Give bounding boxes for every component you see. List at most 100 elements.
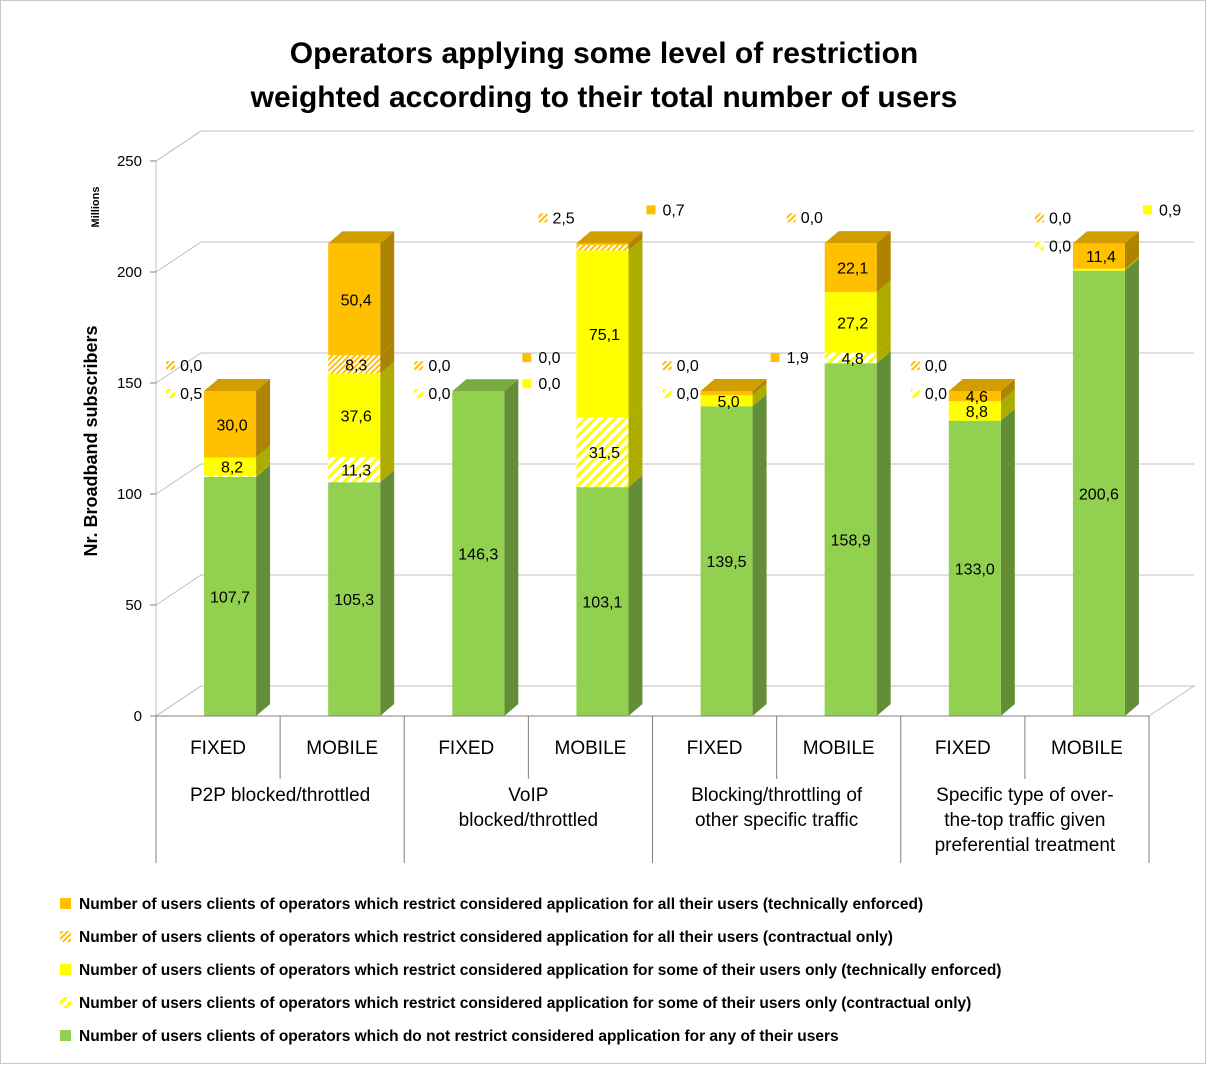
bar-segment xyxy=(824,352,877,364)
data-label: 0,0 xyxy=(428,386,450,403)
label-marker xyxy=(662,360,672,370)
legend-item: Number of users clients of operators whi… xyxy=(60,929,893,946)
bar-segment xyxy=(1072,270,1125,716)
bar-segment xyxy=(328,482,381,716)
data-label: 103,1 xyxy=(582,595,622,612)
data-label: 200,6 xyxy=(1079,486,1119,503)
bar-side-face xyxy=(628,232,643,251)
label-marker xyxy=(414,389,424,399)
legend: Number of users clients of operators whi… xyxy=(60,896,1001,1045)
bar-segment xyxy=(1072,268,1125,271)
data-label: 4,8 xyxy=(842,351,864,368)
bar-segment xyxy=(204,476,257,716)
label-marker xyxy=(910,388,920,398)
x-category-label: FIXED xyxy=(935,738,991,759)
bar-side-face xyxy=(1000,389,1015,421)
data-label: 105,3 xyxy=(334,592,374,609)
bar-stack xyxy=(824,231,891,716)
data-label: 0,0 xyxy=(1049,238,1071,255)
x-category-label: MOBILE xyxy=(306,738,378,759)
bar-top-face xyxy=(1072,231,1139,244)
y-tick-label: 200 xyxy=(117,264,142,281)
x-group-label: P2P blocked/throttled xyxy=(190,785,370,806)
data-label: 0,0 xyxy=(677,358,699,375)
bar-labels: 105,3 11,3 37,6 8,3 50,4 xyxy=(334,292,374,609)
bar-side-face xyxy=(628,238,643,418)
data-label: 107,7 xyxy=(210,589,250,606)
data-label: 0,5 xyxy=(180,386,202,403)
bar-side-face xyxy=(876,340,891,364)
data-labels: 107,7 8,2 30,0 0,0 0,5 105,3 11,3 37,6 8,3 50,4 14… xyxy=(166,202,1181,612)
y-tick-label: 100 xyxy=(117,486,142,503)
bar-side-face xyxy=(628,405,643,488)
bar-top-face xyxy=(700,378,767,391)
bar-top-face xyxy=(824,231,891,244)
x-group-label: VoIP xyxy=(508,785,548,806)
bar-stack xyxy=(1072,231,1139,716)
data-label: 146,3 xyxy=(458,547,498,564)
data-label: 158,9 xyxy=(831,533,871,550)
chart-title-line-1: Operators applying some level of restric… xyxy=(290,37,919,70)
legend-label: Number of users clients of operators whi… xyxy=(79,896,923,913)
x-group-label: blocked/throttled xyxy=(459,810,598,831)
bar-top-face xyxy=(948,378,1015,391)
bar-stack xyxy=(328,231,395,716)
bar-segment xyxy=(328,457,381,483)
bar-labels: 200,6 11,4 0,9 0,0 0,0 xyxy=(1034,202,1181,503)
left-wall-edge xyxy=(155,130,202,716)
bar-side-face xyxy=(628,475,643,716)
legend-swatch xyxy=(60,931,71,942)
bar-side-face xyxy=(504,379,519,716)
data-label: 11,3 xyxy=(341,463,371,480)
bar-side-face xyxy=(1124,258,1139,716)
gridline xyxy=(155,685,1194,717)
bar-segment xyxy=(576,487,629,716)
bar-side-face xyxy=(876,231,891,293)
bar-segment xyxy=(948,401,1001,421)
legend-swatch xyxy=(60,964,71,975)
y-tick-label: 0 xyxy=(134,708,142,725)
y-axis-ticks: 0 50 100 150 200 250 xyxy=(117,153,156,725)
legend-label: Number of users clients of operators whi… xyxy=(79,1028,839,1045)
bar-side-face xyxy=(1000,408,1015,716)
bar-segment xyxy=(824,363,877,716)
label-marker xyxy=(1142,205,1152,215)
bar-side-face xyxy=(1124,256,1139,271)
data-label: 8,8 xyxy=(966,404,988,421)
legend-item: Number of users clients of operators whi… xyxy=(60,995,971,1012)
x-group-label: preferential treatment xyxy=(935,835,1116,856)
label-marker xyxy=(538,213,548,223)
bar-stack xyxy=(700,378,767,716)
x-category-label: MOBILE xyxy=(1051,738,1123,759)
bar-segment xyxy=(948,420,1001,716)
bar-stack xyxy=(576,231,643,716)
bar-labels: 133,0 8,84,6 0,0 0,0 xyxy=(910,358,995,578)
x-category-label: FIXED xyxy=(438,738,494,759)
bar-segment xyxy=(576,244,629,251)
x-group-label: the-top traffic given xyxy=(944,810,1105,831)
data-label: 133,0 xyxy=(955,561,995,578)
bars xyxy=(204,231,1139,716)
bar-top-face xyxy=(204,378,271,391)
bar-segment xyxy=(328,243,381,356)
bar-segment xyxy=(576,250,629,418)
label-marker xyxy=(910,360,920,370)
bar-segment xyxy=(1072,243,1125,269)
bar-side-face xyxy=(380,470,395,716)
y-axis-units: Millions xyxy=(90,187,102,228)
gridlines xyxy=(155,130,1194,717)
bar-top-face xyxy=(328,231,395,244)
bar-side-face xyxy=(752,394,767,716)
bar-segment xyxy=(204,457,257,476)
label-marker xyxy=(166,360,176,370)
data-label: 8,2 xyxy=(221,460,243,477)
data-label: 5,0 xyxy=(717,394,739,411)
x-category-label: MOBILE xyxy=(555,738,627,759)
data-label: 139,5 xyxy=(707,554,747,571)
bar-side-face xyxy=(380,445,395,483)
bar-segment xyxy=(328,355,381,374)
y-tick-label: 50 xyxy=(125,597,142,614)
x-axis: FIXED MOBILE FIXED MOBILE FIXED MOBILE FIXED MO… xyxy=(155,715,1150,863)
bar-top-face xyxy=(452,379,519,392)
label-marker xyxy=(166,388,176,398)
